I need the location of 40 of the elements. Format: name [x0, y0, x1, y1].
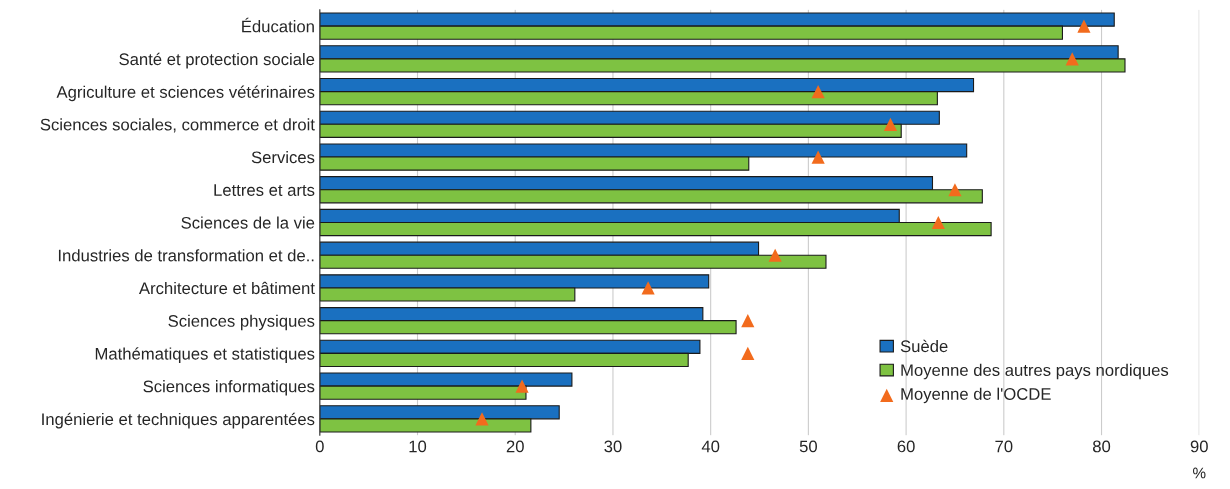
- point: [931, 215, 945, 230]
- x-tick-label: 80: [1092, 440, 1111, 453]
- point: [811, 150, 825, 164]
- point: [1065, 52, 1079, 66]
- x-tick-label: 60: [897, 440, 915, 453]
- point: [1077, 19, 1091, 33]
- y-tick-label: Sciences de la vie: [181, 216, 315, 229]
- point: [741, 314, 755, 328]
- point: [768, 248, 782, 262]
- point: [811, 85, 825, 99]
- x-tick-label: 10: [409, 440, 427, 453]
- legend-label: Suède: [900, 339, 948, 353]
- point: [475, 412, 489, 426]
- legend-label: Moyenne de l'OCDE: [901, 387, 1051, 404]
- x-tick-label: 0: [315, 440, 324, 453]
- x-tick-label: 40: [701, 440, 720, 453]
- y-tick-label: Santé et protection sociale: [119, 52, 315, 69]
- y-tick-label: Lettres et arts: [214, 184, 315, 196]
- x-axis-title: %: [1193, 467, 1206, 479]
- y-tick-label: Ingénierie et techniques apparentées: [42, 412, 315, 429]
- x-tick-label: 30: [604, 440, 622, 453]
- y-tick-label: Sciences sociales, commerce et droit: [40, 118, 315, 133]
- y-tick-label: Agriculture et sciences vétérinaires: [56, 85, 315, 102]
- y-tick-label: Services: [251, 151, 315, 164]
- y-tick-label: Sciences physiques: [168, 314, 315, 331]
- x-tick-label: 70: [995, 440, 1013, 453]
- y-tick-label: Architecture et bâtiment: [138, 281, 315, 295]
- point: [641, 281, 655, 295]
- point: [948, 183, 962, 197]
- y-tick-label: Sciences informatiques: [143, 380, 315, 396]
- legend-label: Moyenne des autres pays nordiques: [901, 363, 1169, 380]
- x-tick-label: 20: [506, 440, 524, 453]
- y-tick-label: Éducation: [242, 17, 314, 33]
- point: [883, 117, 898, 131]
- y-tick-label: Mathématiques et statistiques: [95, 347, 315, 363]
- x-tick-label: 90: [1190, 440, 1208, 453]
- x-tick-label: 50: [799, 440, 817, 453]
- point: [515, 379, 529, 393]
- y-tick-label: Industries de transformation et de..: [58, 249, 314, 262]
- point: [741, 346, 755, 360]
